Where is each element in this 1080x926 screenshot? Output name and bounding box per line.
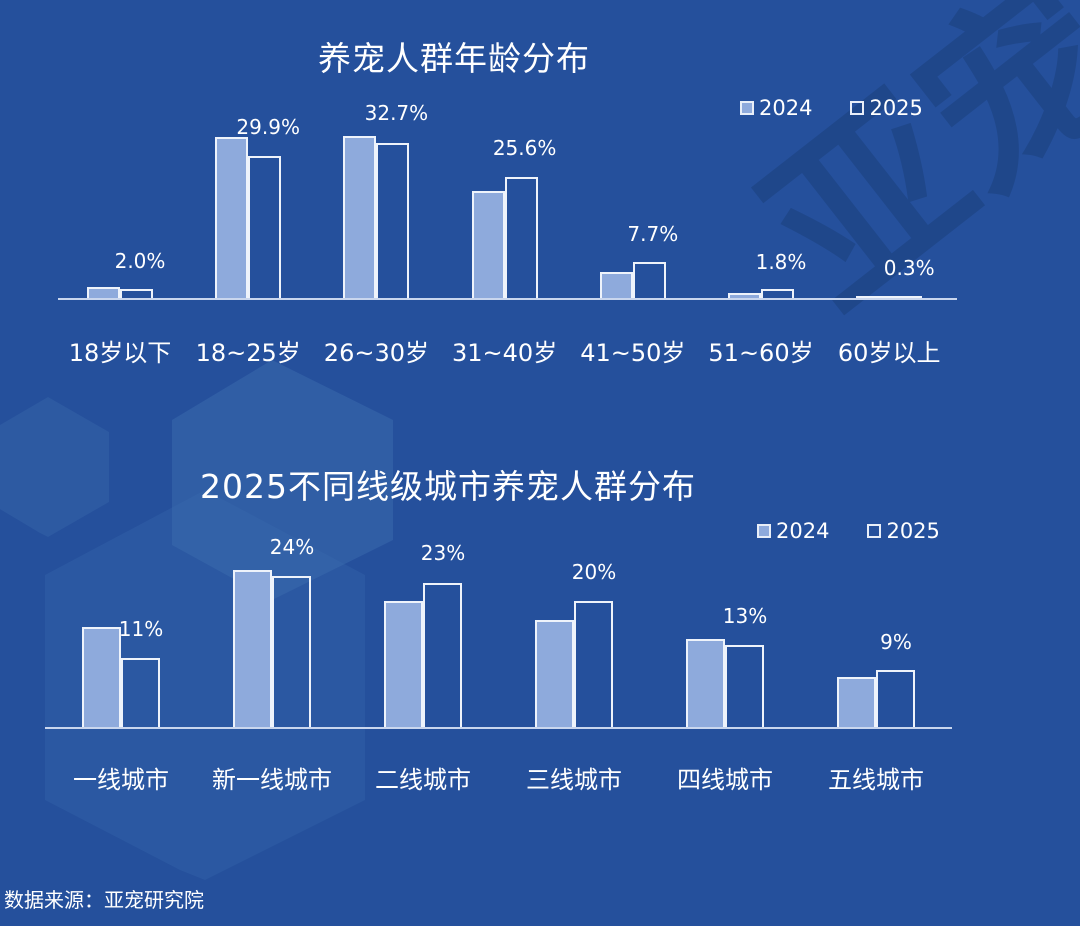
legend-swatch-2025 [867,524,882,538]
bar-2024 [535,620,574,727]
data-label: 11% [118,617,164,641]
bar-2024 [837,676,876,727]
legend-swatch-2024 [757,524,771,538]
data-label: 20% [571,560,617,584]
x-axis-line [58,298,957,300]
bar-2024 [599,271,633,298]
bar-2025 [889,296,923,298]
bar-2025 [376,143,410,298]
x-axis-label: 新一线城市 [212,766,332,794]
x-axis-label: 18~25岁 [195,339,301,367]
x-axis-label: 三线城市 [526,766,622,794]
bar-2024 [343,135,377,298]
bar-2024 [233,570,272,727]
bar-2025 [272,576,311,727]
legend-item-2025: 2025 [850,96,923,120]
data-label: 1.8% [755,250,807,274]
data-label: 32.7% [364,101,429,125]
legend-item-2024: 2024 [740,96,812,120]
x-axis-label: 51~60岁 [708,339,814,367]
bar-2025 [574,601,613,727]
bar-2024 [471,190,505,298]
bar-2024 [728,292,761,298]
legend-item-2024: 2024 [757,519,829,543]
x-axis-label: 四线城市 [677,766,773,794]
x-axis-label: 60岁以上 [837,339,941,367]
x-axis-label: 一线城市 [73,766,169,794]
bar-2025 [504,176,538,298]
bar-2024 [384,601,423,727]
legend-label-2025: 2025 [886,519,940,543]
x-axis-label: 18岁以下 [68,339,172,367]
legend-label-2025: 2025 [869,96,923,120]
data-label: 2.0% [114,249,166,273]
bar-2024 [87,287,120,298]
bar-2025 [876,670,915,727]
x-axis-label: 31~40岁 [452,339,558,367]
legend-label-2024: 2024 [759,96,813,120]
x-axis-line [45,727,952,729]
legend-swatch-2024 [740,101,754,115]
data-label: 23% [420,541,466,565]
x-axis-label: 26~30岁 [323,339,429,367]
data-label: 7.7% [627,222,679,246]
bar-2025 [632,261,666,298]
data-source: 数据来源：亚宠研究院 [4,888,204,912]
chart2-title: 2025不同线级城市养宠人群分布 [200,467,696,506]
chart1-legend: 2024 2025 [740,96,955,120]
chart2-legend: 2024 2025 [757,519,972,543]
legend-swatch-2025 [850,101,865,115]
data-label: 25.6% [492,136,557,160]
legend-label-2024: 2024 [776,519,830,543]
x-axis-label: 二线城市 [375,766,471,794]
chart1-title: 养宠人群年龄分布 [318,39,590,78]
bar-2025 [121,657,160,727]
bar-2024 [686,639,725,727]
bar-2024 [856,296,890,298]
bar-2025 [248,156,282,298]
bar-2025 [761,289,794,298]
legend-item-2025: 2025 [867,519,940,543]
x-axis-label: 五线城市 [828,766,924,794]
data-label: 29.9% [236,115,300,139]
data-label: 24% [269,535,315,559]
bar-2024 [82,626,121,727]
data-label: 0.3% [883,256,935,280]
data-label: 9% [880,630,912,654]
x-axis-label: 41~50岁 [580,339,686,367]
bar-2025 [725,645,764,727]
bar-2025 [120,288,153,298]
bar-2024 [215,136,249,298]
bar-2025 [423,582,462,727]
data-label: 13% [722,604,768,628]
